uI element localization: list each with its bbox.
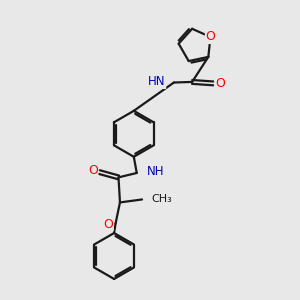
Text: HN: HN: [148, 75, 166, 88]
Text: O: O: [103, 218, 113, 231]
Text: O: O: [88, 164, 98, 177]
Text: O: O: [206, 30, 215, 44]
Text: O: O: [215, 77, 225, 90]
Text: CH₃: CH₃: [152, 194, 172, 205]
Text: NH: NH: [147, 165, 165, 178]
